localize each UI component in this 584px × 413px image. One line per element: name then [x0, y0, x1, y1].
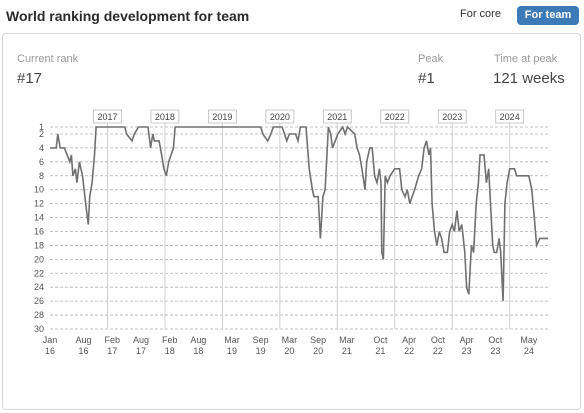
year-label: 2022 [385, 112, 405, 122]
ranking-series-line [50, 125, 548, 302]
x-tick-label: Aug 16 [76, 335, 92, 356]
y-tick-label: 14 [34, 213, 44, 223]
x-tick-label: Sep 19 [253, 335, 269, 356]
y-tick-label: 22 [34, 268, 44, 278]
year-label-box [93, 109, 122, 124]
y-tick-label: 16 [34, 226, 44, 236]
y-tick-label: 1 [39, 122, 44, 132]
x-tick-label: Oct 21 [373, 335, 388, 356]
x-tick-label: Mar 20 [282, 335, 298, 356]
current-rank-label: Current rank [17, 53, 79, 65]
year-label: 2021 [327, 112, 347, 122]
x-tick-label: Jan 16 [43, 335, 58, 356]
time-at-peak-value: 121 weeks [493, 70, 565, 87]
time-at-peak-label: Time at peak [494, 53, 558, 65]
x-tick-label: Mar 19 [224, 335, 240, 356]
x-tick-label: Aug 18 [190, 335, 206, 356]
x-tick-label: Aug 17 [133, 335, 149, 356]
x-tick-label: Feb 17 [104, 335, 120, 356]
year-label-box [437, 109, 467, 124]
toggle-for-team-button[interactable]: For team [517, 6, 579, 25]
x-tick-label: May 24 [520, 335, 538, 356]
y-tick-label: 6 [39, 157, 44, 167]
x-tick-label: Apr 22 [402, 335, 416, 356]
year-label-box [495, 109, 525, 124]
y-tick-label: 12 [34, 199, 44, 209]
year-label-box [207, 109, 237, 124]
y-tick-label: 18 [34, 240, 44, 250]
y-tick-label: 30 [34, 324, 44, 334]
y-tick-label: 8 [39, 171, 44, 181]
y-tick-label: 20 [34, 254, 44, 264]
x-tick-label: Apr 23 [460, 335, 474, 356]
x-tick-label: Mar 21 [339, 335, 355, 356]
year-label-box [150, 109, 180, 124]
year-label: 2023 [442, 112, 462, 122]
year-label: 2020 [270, 112, 290, 122]
y-tick-label: 28 [34, 310, 44, 320]
y-tick-label: 24 [34, 282, 44, 292]
current-rank-value: #17 [17, 70, 43, 87]
ranking-panel [2, 33, 581, 410]
year-label: 2024 [500, 112, 520, 122]
x-tick-label: Feb 18 [162, 335, 178, 356]
x-tick-label: Oct 23 [488, 335, 503, 356]
year-label: 2017 [97, 112, 117, 122]
year-label-box [380, 109, 410, 124]
peak-value: #1 [418, 70, 435, 87]
header: World ranking development for team For c… [0, 0, 584, 32]
year-label: 2018 [155, 112, 175, 122]
x-tick-label: Oct 22 [431, 335, 446, 356]
x-tick-label: Sep 20 [310, 335, 326, 356]
toggle-for-core-button[interactable]: For core [460, 8, 501, 20]
y-tick-label: 26 [34, 296, 44, 306]
y-tick-label: 2 [39, 129, 44, 139]
peak-label: Peak [418, 53, 444, 65]
y-tick-label: 10 [34, 185, 44, 195]
year-label-box [265, 109, 295, 124]
y-tick-label: 4 [39, 143, 44, 153]
year-label: 2019 [212, 112, 232, 122]
year-label-box [322, 109, 352, 124]
page-title: World ranking development for team [6, 8, 250, 24]
